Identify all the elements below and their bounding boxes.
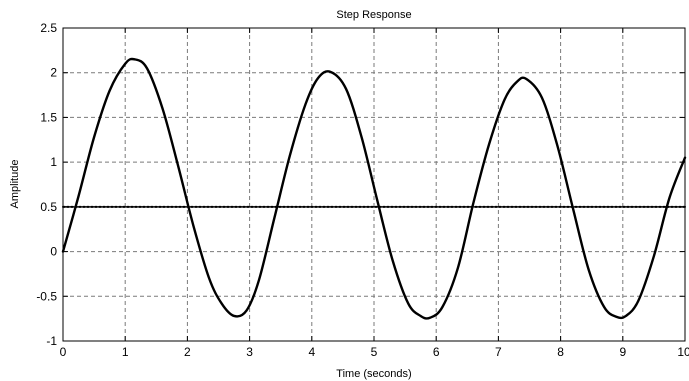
y-tick-label: -0.5: [36, 289, 57, 303]
y-tick-label: 0.5: [40, 200, 57, 214]
x-axis-label: Time (seconds): [336, 368, 411, 380]
y-tick-label: 0: [50, 245, 57, 259]
series-layer: [61, 57, 687, 320]
response-curve: [61, 57, 687, 320]
x-tick-label: 6: [433, 345, 440, 359]
x-tick-label: 10: [677, 345, 689, 359]
x-tick-label: 9: [619, 345, 626, 359]
x-tick-label: 8: [557, 345, 564, 359]
x-tick-label: 3: [246, 345, 253, 359]
chart-title: Step Response: [336, 9, 411, 21]
y-tick-label: 1.5: [40, 110, 57, 124]
y-tick-label: 2.5: [40, 21, 57, 35]
x-tick-label: 0: [60, 345, 67, 359]
y-tick-label: -1: [46, 334, 57, 348]
x-tick-label: 4: [308, 345, 315, 359]
y-tick-label: 1: [50, 155, 57, 169]
y-tick-label: 2: [50, 66, 57, 80]
x-tick-label: 5: [371, 345, 378, 359]
x-tick-label: 1: [122, 345, 129, 359]
x-tick-label: 7: [495, 345, 502, 359]
tick-layer: 0 1 2 3 4 5 6 7 8 9 10 -1 -0.5 0 0.5 1 1.5 2 2.5: [36, 21, 689, 359]
x-tick-label: 2: [184, 345, 191, 359]
y-axis-label: Amplitude: [9, 160, 21, 209]
